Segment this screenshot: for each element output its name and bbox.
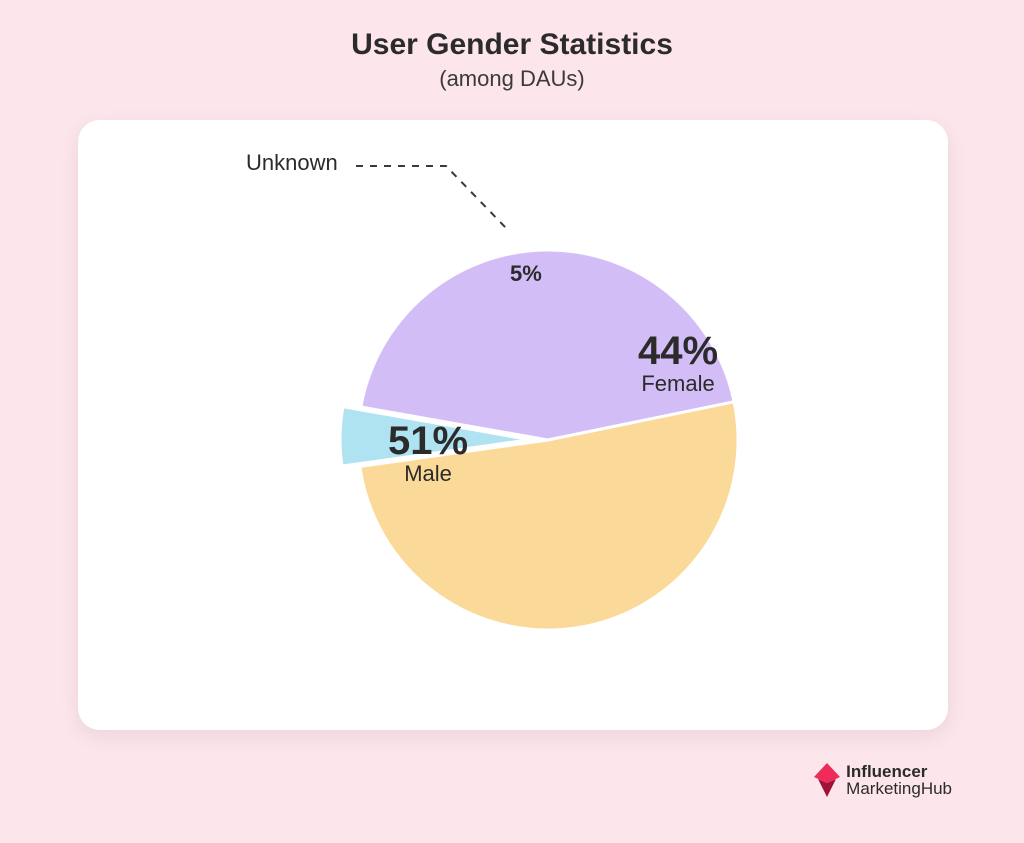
slice-percent-unknown: 5% <box>510 262 542 286</box>
brand-logo: Influencer MarketingHub <box>814 763 952 797</box>
slice-callout-unknown: Unknown <box>246 150 338 176</box>
page: User Gender Statistics (among DAUs) Unkn… <box>0 0 1024 843</box>
slice-name-female: Female <box>638 372 718 395</box>
brand-logo-text: Influencer MarketingHub <box>846 763 952 797</box>
slice-label-female: 44% Female <box>638 330 718 395</box>
callout-leader-unknown <box>356 166 506 228</box>
brand-logo-line1: Influencer <box>846 763 952 780</box>
slice-percent-male: 51% <box>388 420 468 462</box>
slice-name-male: Male <box>388 462 468 485</box>
title-block: User Gender Statistics (among DAUs) <box>0 0 1024 92</box>
pie-chart <box>78 120 948 730</box>
chart-card: Unknown 44% Female 51% Male 5% <box>78 120 948 730</box>
slice-label-male: 51% Male <box>388 420 468 485</box>
chart-title: User Gender Statistics <box>0 28 1024 62</box>
chart-subtitle: (among DAUs) <box>0 66 1024 92</box>
brand-logo-line2: MarketingHub <box>846 780 952 797</box>
brand-logo-icon <box>814 763 840 797</box>
slice-percent-female: 44% <box>638 330 718 372</box>
